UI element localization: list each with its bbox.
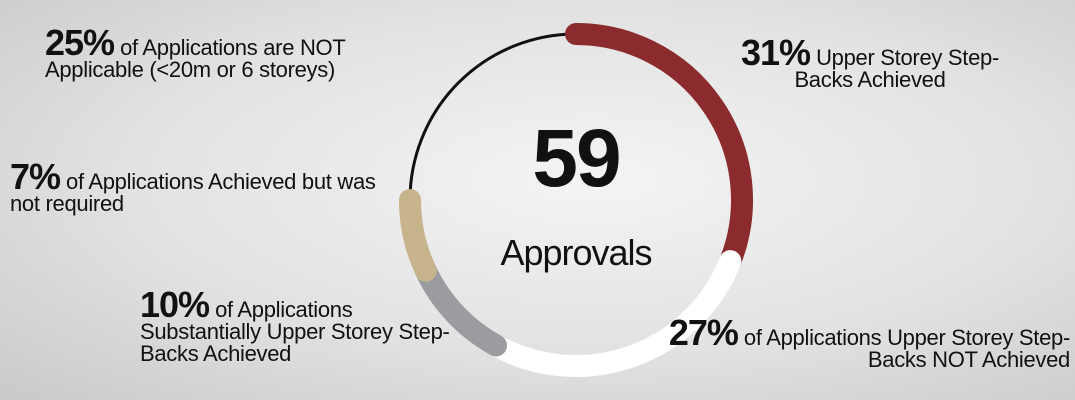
center-label: Approvals: [476, 232, 676, 274]
category-label: Upper Storey Step-Backs Achieved: [794, 45, 999, 92]
donut-segment: [410, 200, 426, 271]
segment-label: 10%of Applications Substantially Upper S…: [140, 294, 470, 365]
segment-label: 7%of Applications Achieved but was not r…: [10, 166, 390, 215]
center-value: 59: [476, 112, 676, 206]
infographic: 59 Approvals 31%Upper Storey Step-Backs …: [0, 0, 1075, 400]
category-label: of Applications Achieved but was not req…: [10, 169, 376, 216]
category-label: of Applications Upper Storey Step-Backs …: [744, 325, 1070, 372]
value-label: 27%: [669, 312, 738, 353]
segment-label: 25%of Applications are NOT Applicable (<…: [45, 32, 445, 81]
segment-label: 31%Upper Storey Step-Backs Achieved: [735, 42, 1005, 91]
segment-label: 27%of Applications Upper Storey Step-Bac…: [655, 322, 1070, 371]
